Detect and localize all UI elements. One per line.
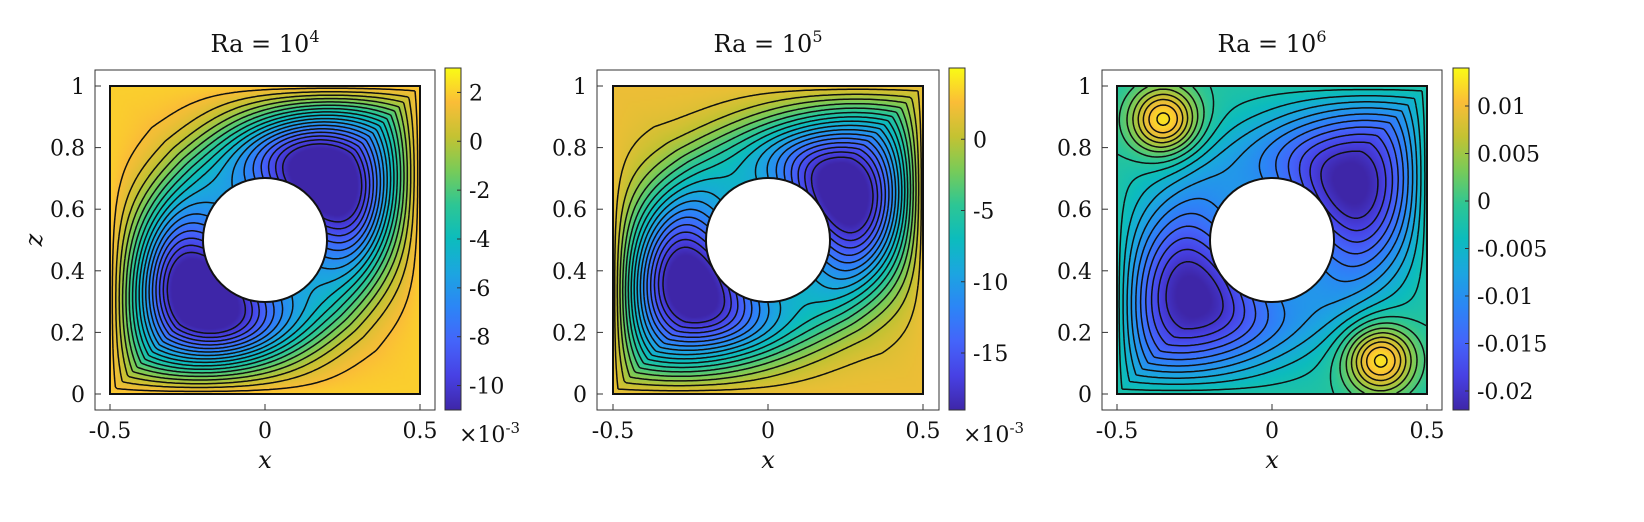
y-tick-label: 0.2 [1057, 321, 1092, 346]
x-tick-label: 0 [761, 419, 775, 444]
y-tick-label: 0.8 [1057, 137, 1092, 162]
colorbar-tick-label: -10 [973, 271, 1008, 296]
colorbar-tick-label: 0.01 [1477, 95, 1526, 120]
y-tick-label: 0.6 [50, 198, 85, 223]
cylinder [1209, 177, 1335, 303]
colorbar-tick-label: 0 [469, 130, 483, 155]
y-tick-label: 1 [1078, 75, 1092, 100]
colorbar [948, 67, 966, 411]
plot-border [109, 85, 421, 395]
colorbar-tick-label: -10 [469, 375, 504, 400]
cylinder [202, 177, 328, 303]
y-tick-label: 0 [1078, 383, 1092, 408]
y-tick-label: 1 [573, 75, 587, 100]
panel-title: Ra = 106 [1217, 27, 1326, 58]
colorbar-tick-label: -15 [973, 342, 1008, 367]
colorbar-tick-label: 0 [1477, 190, 1491, 215]
plot-border [612, 85, 924, 395]
colorbar-multiplier: ×10-3 [459, 419, 520, 448]
x-tick-label: 0 [258, 419, 272, 444]
y-tick-label: 0 [573, 383, 587, 408]
x-tick-label: -0.5 [89, 419, 131, 444]
cylinder [705, 177, 831, 303]
panel-title: Ra = 105 [713, 27, 822, 58]
colorbar-tick-label: -0.005 [1477, 238, 1547, 263]
colorbar-tick-label: -5 [973, 200, 994, 225]
x-tick-label: -0.5 [592, 419, 634, 444]
colorbar-tick-label: -0.02 [1477, 380, 1533, 405]
y-tick-label: 0.8 [50, 137, 85, 162]
colorbar-tick-label: -8 [469, 326, 490, 351]
y-tick-label: 0.6 [552, 198, 587, 223]
x-axis-label: x [761, 446, 775, 474]
y-tick-label: 0.8 [552, 137, 587, 162]
y-tick-label: 0.2 [552, 321, 587, 346]
y-tick-label: 0 [71, 383, 85, 408]
colorbar-tick-label: -2 [469, 179, 490, 204]
colorbar-tick-label: 2 [469, 81, 483, 106]
y-tick-label: 0.4 [552, 260, 587, 285]
plot-border [1116, 85, 1428, 395]
x-axis-label: x [258, 446, 272, 474]
colorbar-multiplier: ×10-3 [963, 419, 1024, 448]
colorbar [1452, 67, 1470, 411]
x-axis-label: x [1265, 446, 1279, 474]
panel-title: Ra = 104 [210, 27, 319, 58]
colorbar-tick-label: 0 [973, 128, 987, 153]
y-tick-label: 0.4 [50, 260, 85, 285]
colorbar-tick-label: -4 [469, 228, 490, 253]
y-tick-label: 1 [71, 75, 85, 100]
y-axis-label: z [20, 233, 48, 247]
x-tick-label: 0.5 [1410, 419, 1445, 444]
x-tick-label: -0.5 [1096, 419, 1138, 444]
x-tick-label: 0.5 [906, 419, 941, 444]
y-tick-label: 0.6 [1057, 198, 1092, 223]
y-tick-label: 0.4 [1057, 260, 1092, 285]
colorbar-tick-label: -6 [469, 277, 490, 302]
colorbar-tick-label: -0.01 [1477, 285, 1533, 310]
x-tick-label: 0 [1265, 419, 1279, 444]
x-tick-label: 0.5 [403, 419, 438, 444]
y-tick-label: 0.2 [50, 321, 85, 346]
colorbar-tick-label: -0.015 [1477, 333, 1547, 358]
colorbar-tick-label: 0.005 [1477, 143, 1540, 168]
